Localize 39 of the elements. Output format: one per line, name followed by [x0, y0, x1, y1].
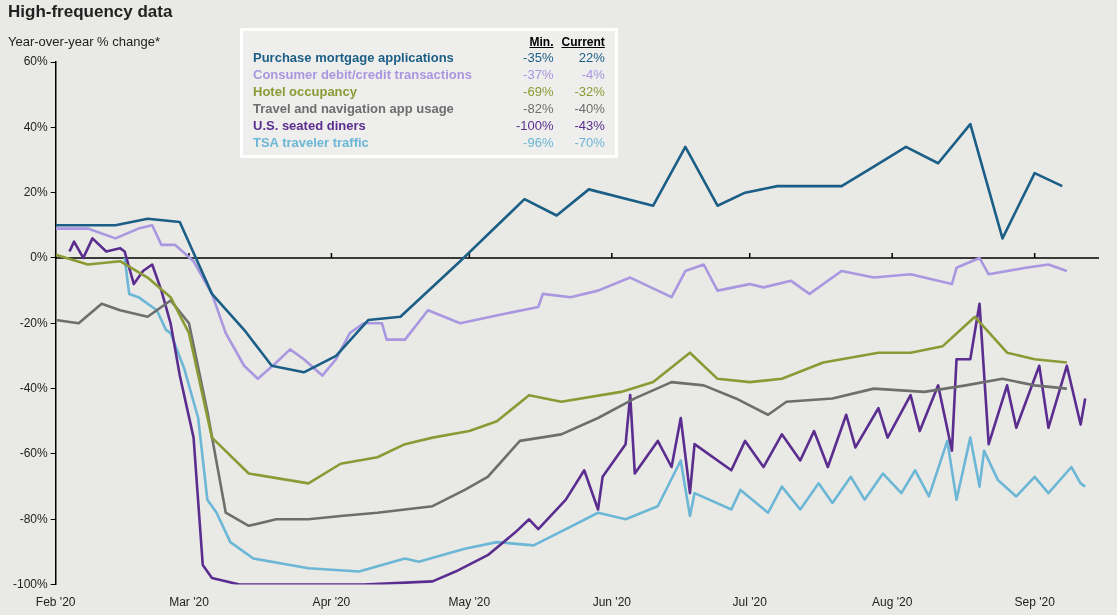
annotation: -96% [522, 134, 555, 151]
annotation: -40% [573, 100, 606, 117]
y-tick-label: -20% [19, 315, 49, 330]
text: TSA traveler traffic [252, 134, 370, 151]
y-tick-label: -40% [19, 380, 49, 395]
x-tick-label: Mar '20 [169, 595, 210, 610]
y-tick-label: 0% [30, 250, 49, 265]
annotation: -100% [514, 117, 555, 134]
y-tick-label: 60% [23, 54, 48, 69]
text: Purchase mortgage applications [252, 49, 455, 66]
x-tick-label: Feb '20 [35, 595, 76, 610]
y-tick-label: -100% [13, 576, 49, 591]
text: Consumer debit/credit transactions [252, 66, 473, 83]
text: U.S. seated diners [252, 117, 367, 134]
annotation: -82% [522, 100, 555, 117]
y-tick-label: 20% [23, 184, 48, 199]
x-tick-label: Jun '20 [592, 595, 632, 610]
text: Min. [528, 35, 555, 49]
annotation: -4% [580, 66, 606, 83]
text: Current [560, 35, 606, 49]
x-tick-label: Apr '20 [312, 595, 351, 610]
annotation: -35% [522, 49, 555, 66]
y-tick-label: -60% [19, 446, 49, 461]
x-tick-label: May '20 [448, 595, 491, 610]
annotation: -37% [522, 66, 555, 83]
y-tick-label: 40% [23, 119, 48, 134]
y-tick-label: -80% [19, 511, 49, 526]
x-tick-label: Aug '20 [872, 595, 913, 610]
annotation: 22% [577, 49, 606, 66]
chart-title: High-frequency data [8, 2, 173, 22]
annotation: -70% [573, 134, 606, 151]
annotation: -32% [573, 83, 606, 100]
annotation: -69% [522, 83, 555, 100]
x-tick-label: Jul '20 [732, 595, 768, 610]
text: Travel and navigation app usage [252, 100, 455, 117]
text: Hotel occupancy [252, 83, 359, 100]
annotation: -43% [573, 117, 606, 134]
y-axis-title: Year-over-year % change* [8, 34, 160, 49]
x-tick-label: Sep '20 [1014, 595, 1056, 610]
